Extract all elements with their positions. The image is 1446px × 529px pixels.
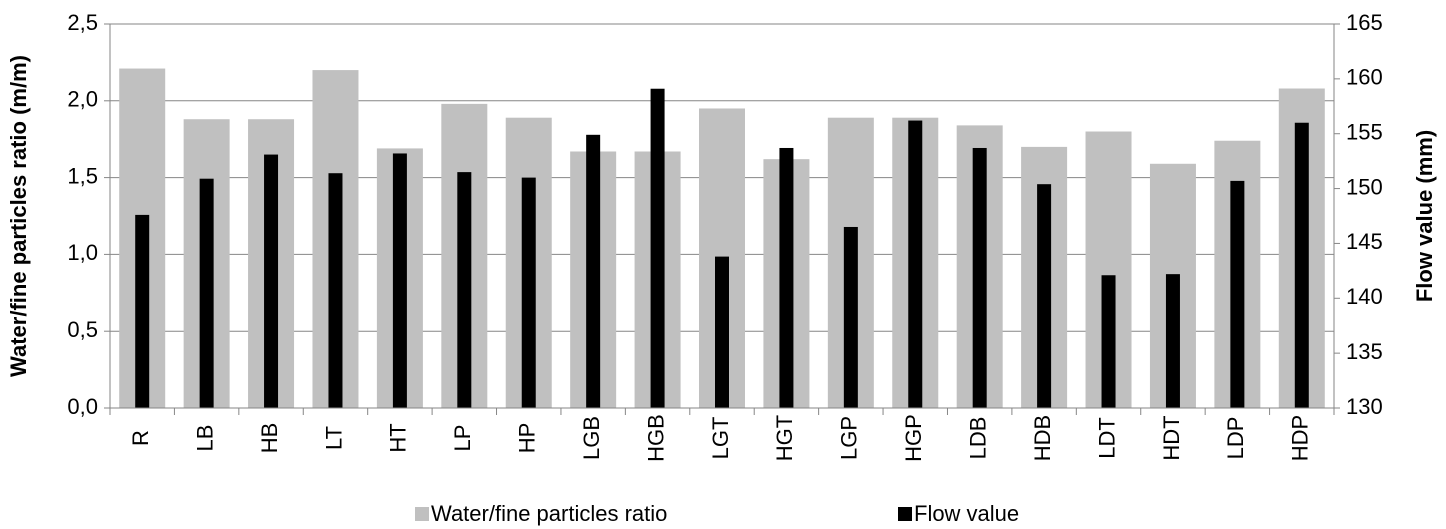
y2-tick-label: 140 (1346, 284, 1383, 309)
x-tick-label: LDP (1223, 417, 1248, 460)
bar (1165, 274, 1180, 408)
y-tick-label: 0,5 (67, 317, 98, 342)
legend-label: Flow value (914, 501, 1019, 526)
x-tick-label: R (128, 430, 153, 446)
bar (972, 147, 987, 408)
x-tick-label: LDT (1094, 417, 1119, 459)
x-tick-label: LGP (837, 416, 862, 460)
x-tick-label: HB (257, 423, 282, 454)
y-tick-label: 2,0 (67, 87, 98, 112)
bar (1294, 122, 1309, 408)
bar (586, 134, 601, 408)
y-tick-label: 2,5 (67, 10, 98, 35)
x-tick-label: LGT (708, 417, 733, 460)
bar (1101, 275, 1116, 408)
y2-tick-label: 130 (1346, 394, 1383, 419)
x-tick-label: HGT (772, 415, 797, 461)
bar (650, 88, 665, 408)
y-axis-title: Water/fine particles ratio (m/m) (6, 55, 31, 377)
x-tick-label: HGP (901, 414, 926, 462)
y2-tick-label: 145 (1346, 229, 1383, 254)
bar (1037, 184, 1052, 408)
bar (843, 226, 858, 408)
y-tick-label: 1,5 (67, 163, 98, 188)
bar (392, 153, 407, 408)
y-tick-label: 0,0 (67, 394, 98, 419)
legend-swatch (415, 507, 429, 521)
y2-tick-label: 165 (1346, 10, 1383, 35)
bar (908, 120, 923, 408)
y-tick-label: 1,0 (67, 240, 98, 265)
y2-tick-label: 160 (1346, 65, 1383, 90)
bar (1230, 180, 1245, 408)
bar (264, 154, 279, 408)
x-tick-label: LB (192, 425, 217, 452)
y2-tick-label: 150 (1346, 174, 1383, 199)
bar (779, 147, 794, 408)
legend-swatch (898, 507, 912, 521)
legend-label: Water/fine particles ratio (431, 501, 667, 526)
y2-tick-label: 155 (1346, 120, 1383, 145)
bar (521, 177, 536, 408)
bar (199, 178, 214, 408)
bar (715, 256, 729, 408)
x-tick-label: HDT (1159, 415, 1184, 460)
x-tick-label: HDB (1030, 415, 1055, 461)
bar (135, 214, 150, 408)
x-tick-label: HP (515, 423, 540, 454)
x-tick-label: LT (321, 426, 346, 450)
bar (328, 173, 343, 408)
x-tick-label: HT (386, 423, 411, 452)
bar (457, 172, 472, 408)
x-tick-label: LGB (579, 416, 604, 460)
x-tick-label: HDP (1288, 415, 1313, 461)
x-tick-label: LP (450, 425, 475, 452)
y2-tick-label: 135 (1346, 339, 1383, 364)
y2-axis-title: Flow value (mm) (1412, 130, 1437, 302)
x-tick-label: LDB (965, 417, 990, 460)
x-tick-label: HGB (643, 414, 668, 462)
